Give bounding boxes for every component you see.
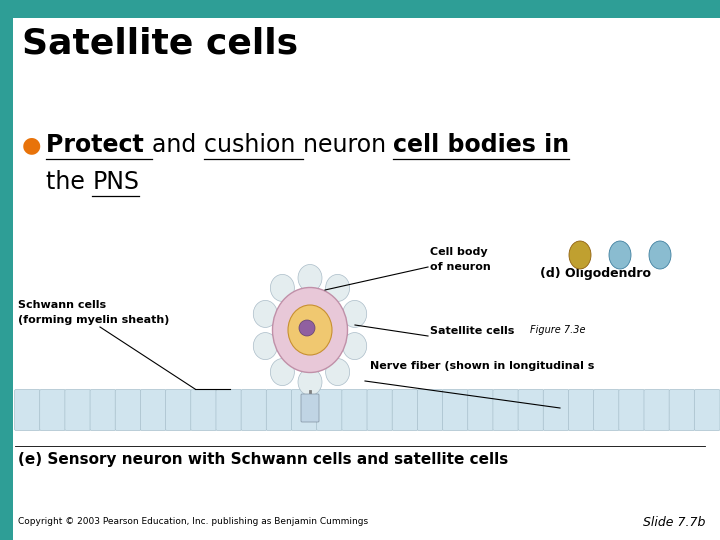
- Text: Cell body: Cell body: [430, 247, 487, 257]
- FancyBboxPatch shape: [669, 389, 695, 430]
- FancyBboxPatch shape: [443, 389, 468, 430]
- Ellipse shape: [649, 241, 671, 269]
- Text: of neuron: of neuron: [430, 262, 491, 272]
- FancyBboxPatch shape: [493, 389, 518, 430]
- FancyBboxPatch shape: [694, 389, 720, 430]
- Bar: [0, 18, 13, 540]
- Text: cell bodies in: cell bodies in: [393, 133, 570, 157]
- Ellipse shape: [343, 333, 366, 360]
- Ellipse shape: [325, 359, 350, 386]
- Circle shape: [299, 320, 315, 336]
- FancyBboxPatch shape: [40, 389, 66, 430]
- Ellipse shape: [325, 274, 350, 301]
- FancyBboxPatch shape: [292, 389, 317, 430]
- FancyBboxPatch shape: [90, 389, 116, 430]
- Ellipse shape: [271, 359, 294, 386]
- Ellipse shape: [343, 300, 366, 327]
- FancyBboxPatch shape: [191, 389, 217, 430]
- FancyBboxPatch shape: [593, 389, 619, 430]
- FancyBboxPatch shape: [266, 389, 292, 430]
- FancyBboxPatch shape: [301, 394, 319, 422]
- Ellipse shape: [272, 287, 348, 373]
- FancyBboxPatch shape: [468, 389, 493, 430]
- Text: Protect: Protect: [46, 133, 152, 157]
- Ellipse shape: [298, 368, 322, 395]
- FancyBboxPatch shape: [392, 389, 418, 430]
- Ellipse shape: [609, 241, 631, 269]
- FancyBboxPatch shape: [518, 389, 544, 430]
- Ellipse shape: [253, 300, 277, 327]
- Text: the: the: [46, 170, 92, 194]
- Text: Figure 7.3e: Figure 7.3e: [530, 325, 585, 335]
- FancyBboxPatch shape: [568, 389, 594, 430]
- Text: Satellite cells: Satellite cells: [22, 26, 298, 60]
- Ellipse shape: [298, 265, 322, 292]
- Text: ●: ●: [22, 135, 41, 155]
- Text: Slide 7.7b: Slide 7.7b: [643, 516, 705, 529]
- FancyBboxPatch shape: [418, 389, 443, 430]
- FancyBboxPatch shape: [65, 389, 91, 430]
- Text: (d) Oligodendro: (d) Oligodendro: [540, 267, 651, 280]
- Text: Nerve fiber (shown in longitudinal s: Nerve fiber (shown in longitudinal s: [370, 361, 595, 371]
- FancyBboxPatch shape: [216, 389, 242, 430]
- FancyBboxPatch shape: [166, 389, 192, 430]
- FancyBboxPatch shape: [317, 389, 342, 430]
- FancyBboxPatch shape: [140, 389, 166, 430]
- Ellipse shape: [253, 333, 277, 360]
- Bar: [0, 0, 720, 18]
- Text: Copyright © 2003 Pearson Education, Inc. publishing as Benjamin Cummings: Copyright © 2003 Pearson Education, Inc.…: [18, 517, 368, 526]
- Text: cushion: cushion: [204, 133, 302, 157]
- Text: PNS: PNS: [92, 170, 140, 194]
- FancyBboxPatch shape: [115, 389, 141, 430]
- FancyBboxPatch shape: [644, 389, 670, 430]
- FancyBboxPatch shape: [14, 389, 40, 430]
- FancyBboxPatch shape: [367, 389, 392, 430]
- Text: (forming myelin sheath): (forming myelin sheath): [18, 315, 169, 325]
- FancyBboxPatch shape: [241, 389, 267, 430]
- Text: neuron: neuron: [302, 133, 393, 157]
- Text: Schwann cells: Schwann cells: [18, 300, 106, 310]
- FancyBboxPatch shape: [544, 389, 569, 430]
- Text: and: and: [152, 133, 204, 157]
- Text: Satellite cells: Satellite cells: [430, 326, 514, 336]
- Ellipse shape: [569, 241, 591, 269]
- Text: (e) Sensory neuron with Schwann cells and satellite cells: (e) Sensory neuron with Schwann cells an…: [18, 452, 508, 467]
- FancyBboxPatch shape: [342, 389, 367, 430]
- Ellipse shape: [271, 274, 294, 301]
- FancyBboxPatch shape: [618, 389, 644, 430]
- Ellipse shape: [288, 305, 332, 355]
